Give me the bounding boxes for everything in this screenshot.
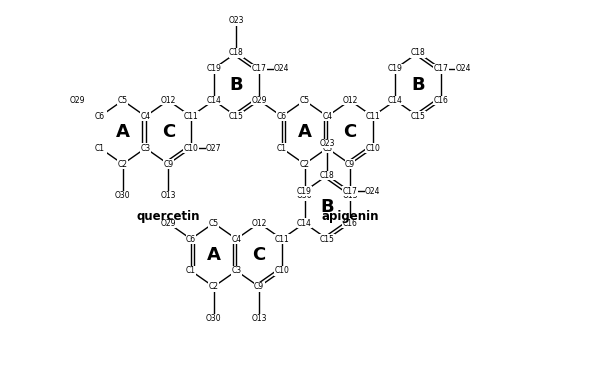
- Text: C4: C4: [232, 235, 241, 244]
- Text: C8: C8: [95, 112, 105, 121]
- Text: A: A: [298, 123, 311, 141]
- Text: C6: C6: [186, 235, 196, 244]
- Text: C10: C10: [274, 266, 289, 275]
- Text: B: B: [412, 76, 425, 94]
- Text: C18: C18: [411, 48, 425, 57]
- Text: C14: C14: [206, 96, 221, 105]
- Text: C2: C2: [118, 159, 128, 169]
- Text: C11: C11: [365, 112, 380, 121]
- Text: C2: C2: [209, 282, 218, 291]
- Text: apigenin: apigenin: [321, 210, 379, 223]
- Text: C16: C16: [433, 96, 448, 105]
- Text: O29: O29: [251, 96, 267, 105]
- Text: C18: C18: [320, 171, 335, 180]
- Text: C16: C16: [343, 218, 358, 228]
- Text: O13: O13: [251, 314, 267, 323]
- Text: A: A: [207, 246, 221, 264]
- Text: C15: C15: [410, 112, 425, 121]
- Text: C11: C11: [274, 235, 289, 244]
- Text: C: C: [161, 123, 175, 141]
- Text: C1: C1: [95, 144, 105, 153]
- Text: B: B: [320, 198, 334, 216]
- Text: C11: C11: [184, 112, 199, 121]
- Text: O29: O29: [161, 218, 176, 228]
- Text: C9: C9: [254, 282, 264, 291]
- Text: C1: C1: [186, 266, 196, 275]
- Text: C15: C15: [229, 112, 244, 121]
- Text: C5: C5: [209, 218, 219, 228]
- Text: O13: O13: [342, 192, 358, 200]
- Text: O30: O30: [206, 314, 221, 323]
- Text: O24: O24: [456, 64, 472, 73]
- Text: C3: C3: [232, 266, 241, 275]
- Text: C19: C19: [388, 64, 403, 73]
- Text: C9: C9: [163, 159, 173, 169]
- Text: C5: C5: [118, 96, 128, 105]
- Text: O30: O30: [297, 192, 313, 200]
- Text: C15: C15: [320, 235, 335, 244]
- Text: O23: O23: [320, 139, 335, 148]
- Text: C19: C19: [297, 187, 312, 196]
- Text: C4: C4: [140, 112, 151, 121]
- Text: C9: C9: [345, 159, 355, 169]
- Text: O23: O23: [229, 17, 244, 25]
- Text: O30: O30: [115, 192, 131, 200]
- Text: C10: C10: [365, 144, 380, 153]
- Text: C: C: [253, 246, 266, 264]
- Text: O12: O12: [251, 218, 267, 228]
- Text: O24: O24: [365, 187, 380, 196]
- Text: C10: C10: [184, 144, 199, 153]
- Text: C17: C17: [433, 64, 448, 73]
- Text: C5: C5: [299, 96, 310, 105]
- Text: C3: C3: [322, 144, 332, 153]
- Text: O12: O12: [161, 96, 176, 105]
- Text: C19: C19: [206, 64, 221, 73]
- Text: O13: O13: [161, 192, 176, 200]
- Text: C2: C2: [299, 159, 310, 169]
- Text: C18: C18: [229, 48, 244, 57]
- Text: C4: C4: [322, 112, 332, 121]
- Text: C1: C1: [277, 144, 287, 153]
- Text: C16: C16: [251, 96, 266, 105]
- Text: C3: C3: [140, 144, 151, 153]
- Text: C14: C14: [297, 218, 312, 228]
- Text: O12: O12: [342, 96, 358, 105]
- Text: C14: C14: [388, 96, 403, 105]
- Text: A: A: [116, 123, 130, 141]
- Text: O27: O27: [206, 144, 221, 153]
- Text: C: C: [343, 123, 356, 141]
- Text: C6: C6: [277, 112, 287, 121]
- Text: B: B: [230, 76, 243, 94]
- Text: O29: O29: [70, 96, 85, 105]
- Text: C6: C6: [95, 112, 105, 121]
- Text: quercetin: quercetin: [137, 210, 200, 223]
- Text: O24: O24: [274, 64, 290, 73]
- Text: C17: C17: [251, 64, 266, 73]
- Text: C17: C17: [343, 187, 358, 196]
